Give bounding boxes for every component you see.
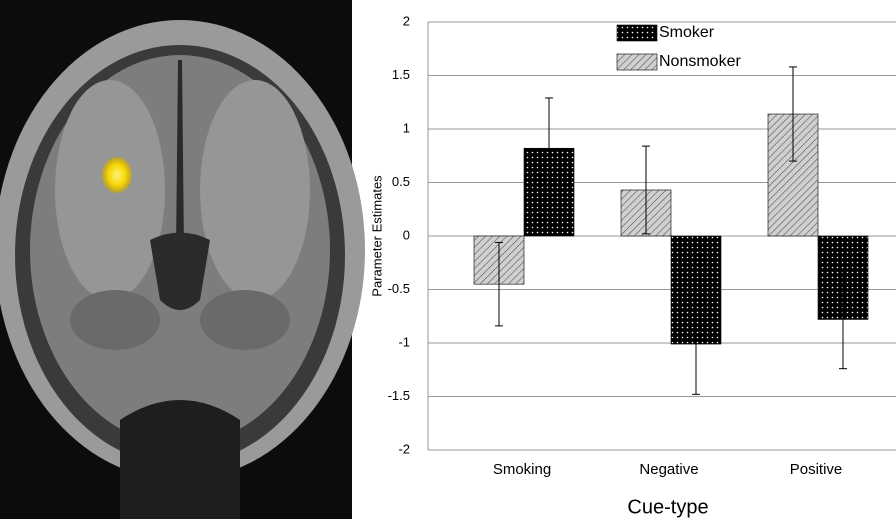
- y-tick-label: 2: [403, 13, 410, 28]
- legend-label: Smoker: [659, 24, 715, 41]
- y-axis-label: Parameter Estimates: [369, 175, 384, 297]
- x-axis-label: Cue-type: [627, 496, 708, 518]
- x-tick-label: Negative: [639, 461, 698, 478]
- y-tick-label: 1: [403, 120, 410, 135]
- figure: Parameter Estimates Cue-type -2 -1.5 -1 -0.…: [0, 0, 896, 519]
- legend-swatch: [617, 25, 657, 41]
- legend-label: Nonsmoker: [659, 53, 741, 70]
- y-tick-label: 1.5: [392, 67, 410, 82]
- y-tick-label: -1: [398, 334, 410, 349]
- y-tick-label: -0.5: [388, 281, 410, 296]
- x-tick-label: Positive: [790, 461, 843, 478]
- brain-image: [0, 0, 365, 519]
- y-tick-label: 0.5: [392, 174, 410, 189]
- x-tick-label: Smoking: [493, 461, 551, 478]
- legend-swatch: [617, 54, 657, 70]
- y-tick-label: 0: [403, 227, 410, 242]
- y-tick-label: -1.5: [388, 388, 410, 403]
- y-tick-label: -2: [398, 441, 410, 456]
